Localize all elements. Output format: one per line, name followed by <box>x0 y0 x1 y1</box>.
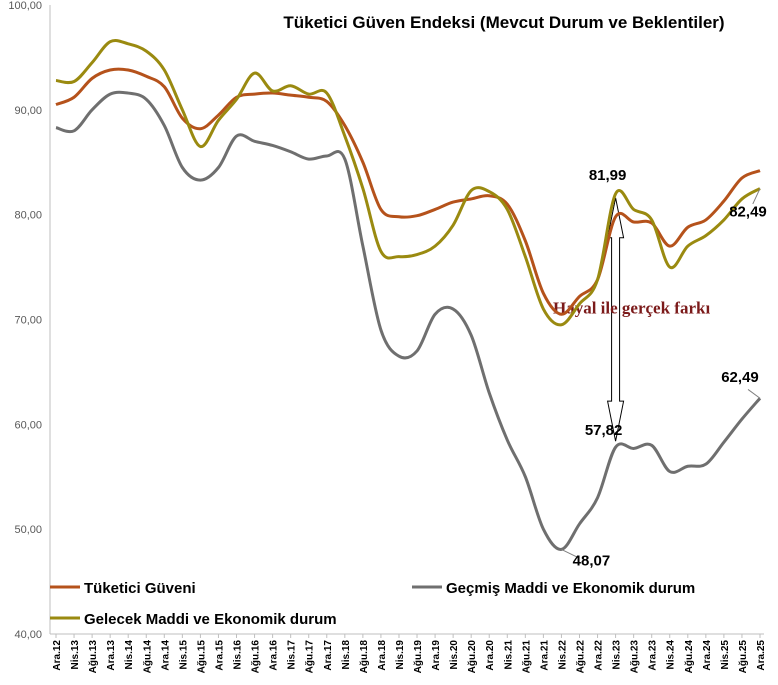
chart-title: Tüketici Güven Endeksi (Mevcut Durum ve … <box>283 13 724 32</box>
series-line-0 <box>55 67 761 316</box>
annotation-text: Hayal ile gerçek farkı <box>553 298 710 317</box>
x-tick-label: Ağu.19 <box>413 640 424 674</box>
x-tick-label: Nis.20 <box>449 640 460 670</box>
x-tick-label: Ara.19 <box>431 640 442 671</box>
x-tick-label: Ara.18 <box>377 640 388 671</box>
y-tick-label: 50,00 <box>14 524 42 536</box>
series-line-2 <box>55 38 761 327</box>
series-line-1 <box>55 90 762 551</box>
x-tick-label: Ara.14 <box>160 640 171 671</box>
x-tick-label: Nis.24 <box>666 640 677 670</box>
x-tick-label: Ara.17 <box>323 640 334 671</box>
x-tick-label: Ara.12 <box>52 640 63 671</box>
x-tick-label: Nis.19 <box>395 640 406 670</box>
x-tick-label: Ağu.15 <box>196 640 207 674</box>
annotation: Hayal ile gerçek farkı <box>553 197 710 442</box>
y-tick-label: 70,00 <box>14 315 42 327</box>
x-tick-label: Ara.15 <box>214 640 225 671</box>
y-tick-label: 100,00 <box>8 0 42 12</box>
legend-label-gecmis: Geçmiş Maddi ve Ekonomik durum <box>446 580 695 597</box>
legend: Tüketici Güveni Geçmiş Maddi ve Ekonomik… <box>50 580 695 628</box>
x-tick-label: Ağu.17 <box>305 640 316 674</box>
x-tick-label: Ara.21 <box>539 640 550 671</box>
x-tick-label: Ağu.14 <box>142 640 153 674</box>
legend-label-tuketici: Tüketici Güveni <box>84 580 196 597</box>
x-tick-label: Ara.22 <box>594 640 605 671</box>
x-tick-label: Nis.23 <box>612 640 623 670</box>
x-tick-label: Nis.15 <box>178 640 189 670</box>
x-tick-label: Ağu.21 <box>521 640 532 674</box>
y-axis: 40,00 50,00 60,00 70,00 80,00 90,00 100,00 <box>8 0 51 641</box>
x-tick-label: Ara.23 <box>648 640 659 671</box>
x-tick-label: Ara.20 <box>485 640 496 671</box>
x-tick-label: Nis.16 <box>233 640 244 670</box>
y-tick-label: 80,00 <box>14 210 42 222</box>
data-label-leader <box>561 548 580 559</box>
data-label: 82,49 <box>729 204 767 221</box>
data-label: 81,99 <box>589 167 627 184</box>
y-tick-label: 40,00 <box>14 629 42 641</box>
data-label-leader <box>747 389 761 399</box>
legend-label-gelecek: Gelecek Maddi ve Ekonomik durum <box>84 611 337 628</box>
x-tick-label: Ağu.20 <box>467 640 478 674</box>
data-label: 48,07 <box>573 552 611 569</box>
data-labels: 81,99 82,49 57,82 48,07 62,49 <box>561 167 767 569</box>
y-tick-label: 90,00 <box>14 105 42 117</box>
x-tick-label: Ara.13 <box>106 640 117 671</box>
x-tick-label: Ara.24 <box>702 640 713 671</box>
x-tick-label: Nis.22 <box>557 640 568 670</box>
x-tick-label: Nis.21 <box>503 640 514 670</box>
x-tick-label: Ara.25 <box>756 640 767 671</box>
x-tick-label: Nis.17 <box>287 640 298 670</box>
x-tick-label: Nis.14 <box>124 640 135 670</box>
data-label: 57,82 <box>585 422 623 439</box>
x-tick-label: Ara.16 <box>269 640 280 671</box>
x-tick-label: Ağu.24 <box>684 640 695 674</box>
data-label-leader <box>752 188 761 205</box>
data-label: 62,49 <box>721 369 759 386</box>
x-tick-label: Ağu.25 <box>738 640 749 674</box>
x-axis: Ara.12 Nis.13 Ağu.13 Ara.13 Nis.14 Ağu.14 Ara.… <box>50 633 767 674</box>
x-tick-label: Nis.25 <box>720 640 731 670</box>
series-layer <box>55 38 762 551</box>
y-tick-label: 60,00 <box>14 419 42 431</box>
x-tick-label: Ağu.22 <box>575 640 586 674</box>
x-tick-label: Ağu.16 <box>251 640 262 674</box>
x-tick-label: Nis.13 <box>70 640 81 670</box>
x-tick-label: Ağu.23 <box>630 640 641 674</box>
x-tick-label: Ağu.13 <box>88 640 99 674</box>
x-tick-label: Nis.18 <box>341 640 352 670</box>
x-tick-label: Ağu.18 <box>359 640 370 674</box>
